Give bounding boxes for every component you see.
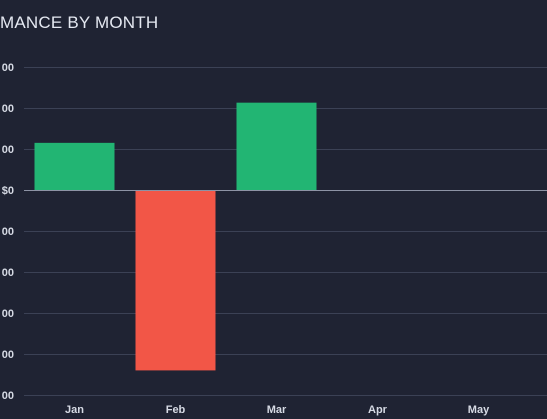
y-tick-label: 00: [2, 308, 14, 320]
grid-lines: [24, 67, 547, 396]
x-tick-label: May: [468, 404, 490, 416]
bar-jan: [34, 142, 115, 190]
x-axis-ticks: Jan Feb Mar Apr May: [65, 404, 490, 416]
x-tick-label: Feb: [166, 404, 186, 416]
bars: [34, 102, 317, 371]
y-tick-label: 00: [2, 62, 14, 74]
x-tick-label: Apr: [368, 404, 388, 416]
chart-title: MANCE BY MONTH: [0, 13, 159, 32]
y-tick-label: 00: [2, 144, 14, 156]
y-tick-label: 00: [2, 103, 14, 115]
y-tick-label: 00: [2, 226, 14, 238]
bar-feb: [135, 190, 216, 371]
y-tick-label: $0: [2, 185, 14, 197]
x-tick-label: Jan: [65, 404, 84, 416]
x-tick-label: Mar: [267, 404, 287, 416]
y-tick-label: 00: [2, 349, 14, 361]
y-tick-label: 00: [2, 390, 14, 402]
y-axis-ticks: 00 00 00 00 00 $0 00 00 00: [2, 62, 14, 402]
bar-mar: [236, 102, 317, 190]
y-tick-label: 00: [2, 267, 14, 279]
